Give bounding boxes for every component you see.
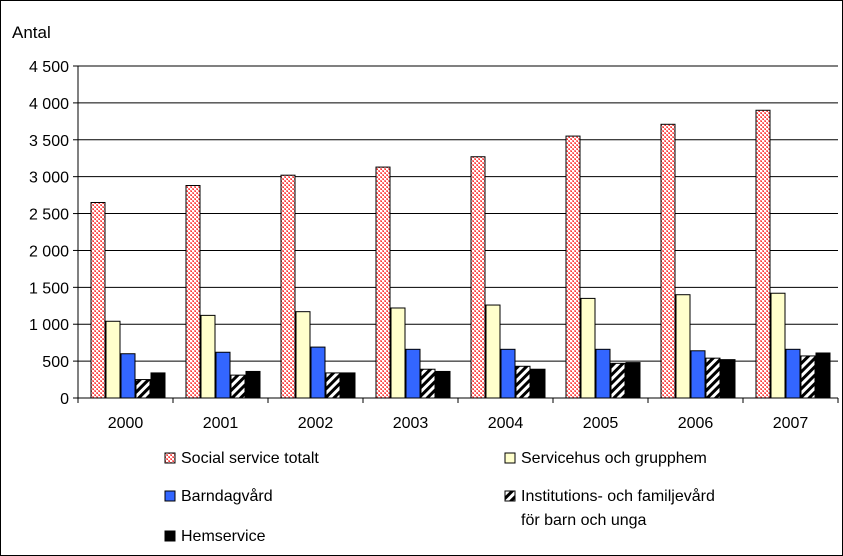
y-tick-label: 3 500 xyxy=(29,133,69,150)
bar xyxy=(720,359,736,399)
y-tick-label: 2 500 xyxy=(29,207,69,224)
bar xyxy=(580,297,596,399)
y-tick-label: 1 500 xyxy=(29,280,69,297)
legend-swatch xyxy=(164,530,176,542)
y-tick-label: 3 000 xyxy=(29,170,69,187)
bar xyxy=(375,166,391,399)
legend-label: Barndagvård xyxy=(181,487,273,505)
bar xyxy=(610,362,626,399)
bar xyxy=(770,292,786,399)
y-tick-label: 4 000 xyxy=(29,96,69,113)
bar xyxy=(660,123,676,399)
bar xyxy=(800,355,816,399)
bar xyxy=(120,353,136,399)
bar xyxy=(135,379,151,399)
x-tick-label: 2005 xyxy=(583,415,619,432)
x-tick-label: 2000 xyxy=(108,415,144,432)
x-tick-label: 2001 xyxy=(203,415,239,432)
bar xyxy=(690,350,706,399)
bar xyxy=(325,372,341,399)
bar xyxy=(310,346,326,399)
y-tick-label: 0 xyxy=(60,391,69,408)
bar xyxy=(200,314,216,399)
x-tick-label: 2007 xyxy=(773,415,809,432)
bar xyxy=(565,135,581,399)
bar xyxy=(245,370,261,399)
bars xyxy=(90,109,831,399)
bar xyxy=(705,357,721,399)
bar xyxy=(815,352,831,399)
y-tick-label: 1 000 xyxy=(29,317,69,334)
bar xyxy=(470,156,486,399)
bar xyxy=(435,370,451,399)
legend-swatch xyxy=(164,452,176,464)
legend-swatch xyxy=(164,490,176,502)
bar xyxy=(185,185,201,399)
bar xyxy=(515,365,531,399)
legend-swatch xyxy=(504,490,516,502)
bar xyxy=(230,374,246,399)
bar xyxy=(530,368,546,399)
bar xyxy=(595,348,611,399)
x-tick-label: 2002 xyxy=(298,415,334,432)
x-axis-ticks: 2000 2001 2002 2003 2004 2005 2006 2007 xyxy=(77,398,839,432)
bar xyxy=(215,351,231,399)
bar xyxy=(675,294,691,399)
bar xyxy=(485,304,501,399)
y-tick-label: 500 xyxy=(42,354,69,371)
x-tick-label: 2003 xyxy=(393,415,429,432)
x-tick-label: 2004 xyxy=(488,415,524,432)
legend-label: Institutions- och familjevård för barn oc… xyxy=(521,487,715,529)
x-tick-label: 2006 xyxy=(678,415,714,432)
legend: Social service totalt Servicehus och grup… xyxy=(164,450,715,545)
legend-label: Hemservice xyxy=(181,528,266,545)
legend-label: Social service totalt xyxy=(181,450,319,467)
bar xyxy=(785,348,801,399)
bar xyxy=(755,109,771,399)
bar xyxy=(150,372,166,399)
y-axis-label: Antal xyxy=(12,23,51,42)
bar xyxy=(105,320,121,399)
bar xyxy=(405,348,421,399)
bar xyxy=(420,368,436,399)
bar xyxy=(90,201,106,399)
legend-label: Servicehus och grupphem xyxy=(521,450,707,467)
bar xyxy=(500,348,516,399)
bar xyxy=(340,372,356,399)
bar xyxy=(625,362,641,399)
bar xyxy=(390,307,406,399)
bar xyxy=(280,174,296,399)
y-axis-ticks: 0 500 1 000 1 500 2 000 2 500 3 000 3 500 4 000 4… xyxy=(29,59,78,408)
y-tick-label: 4 500 xyxy=(29,59,69,76)
legend-swatch xyxy=(504,452,516,464)
bar xyxy=(295,311,311,399)
y-tick-label: 2 000 xyxy=(29,243,69,260)
